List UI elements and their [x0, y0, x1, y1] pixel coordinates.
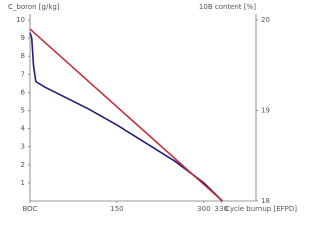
x-tick-label: 150 — [110, 205, 123, 213]
y-tick-label: 3 — [21, 143, 25, 151]
y-tick-label: 4 — [21, 125, 26, 133]
data-line — [29, 32, 223, 202]
y-axis-label: C_boron [g/kg] — [8, 3, 60, 11]
x-tick-label: 330 — [215, 205, 228, 213]
y2-axis-label: 10B content [%] — [199, 3, 256, 11]
y-tick-label: 7 — [21, 70, 25, 78]
x-tick-label: 300 — [197, 205, 210, 213]
x-axis-label: Cycle burnup [EFPD] — [225, 205, 297, 213]
y-tick-label: 1 — [21, 179, 25, 187]
y-tick-label: 8 — [21, 52, 25, 60]
x-tick-label: BOC — [22, 205, 37, 213]
y-tick-label: 2 — [21, 161, 25, 169]
y-tick-label: 6 — [21, 88, 26, 96]
y2-tick-label: 19 — [261, 107, 270, 115]
chart: C_boron [g/kg] 10B content [%] Cycle bur… — [8, 3, 297, 213]
y2-tick-label: 20 — [261, 16, 270, 24]
data-line — [29, 28, 223, 202]
y2-tick-label: 18 — [261, 197, 270, 205]
y-tick-label: 9 — [21, 34, 25, 42]
y-tick-label: 5 — [21, 107, 25, 115]
y-tick-label: 10 — [16, 16, 25, 24]
